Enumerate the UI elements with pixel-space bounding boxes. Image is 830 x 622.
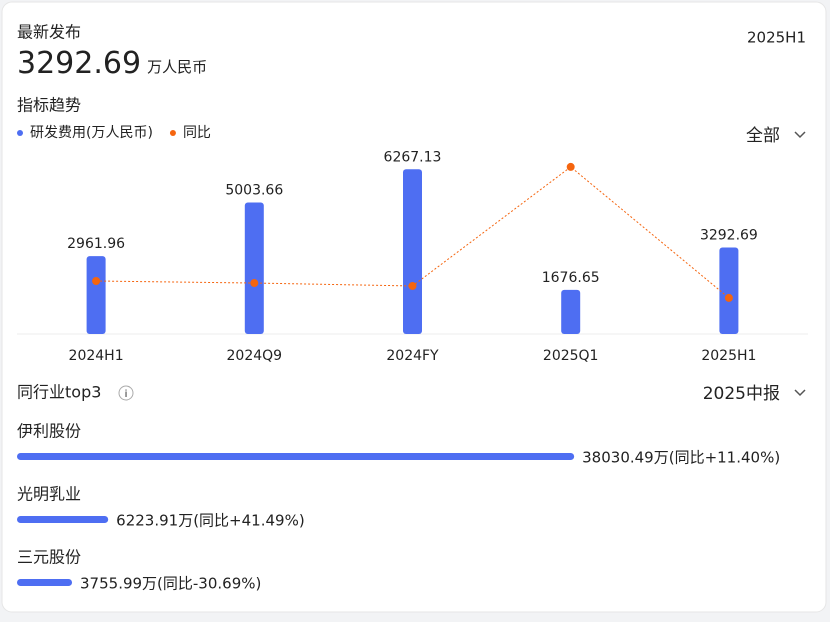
peers-title: 同行业top3 (17, 383, 101, 402)
line-point (724, 293, 733, 302)
legend-dot (169, 130, 176, 136)
peer-name: 三元股份 (17, 548, 81, 567)
line-point (566, 162, 575, 171)
peer-name: 光明乳业 (17, 485, 81, 504)
latest-unit: 万人民币 (147, 58, 207, 76)
section-title: 指标趋势 (17, 96, 81, 115)
latest-label: 最新发布 (17, 23, 81, 42)
peer-bar (17, 516, 109, 523)
info-icon[interactable] (118, 385, 134, 401)
info-icon-glyph: i (125, 389, 128, 400)
data-label: 2961.96 (67, 236, 125, 252)
bar (561, 289, 581, 334)
period: 2025H1 (747, 29, 806, 47)
legend-label: 研发费用(万人民币) (30, 125, 153, 141)
chevron[interactable] (794, 131, 806, 139)
peer-name: 伊利股份 (17, 422, 81, 441)
legend-dot (17, 130, 23, 136)
peer-value: 3755.99万(同比-30.69%) (80, 575, 261, 593)
peers-period[interactable]: 2025中报 (703, 384, 780, 404)
chevron[interactable] (794, 389, 806, 397)
peer-bar (17, 579, 73, 586)
bar (719, 247, 739, 334)
line-point (250, 279, 259, 288)
line-point (92, 277, 101, 286)
bar (244, 202, 264, 334)
latest-value: 3292.69 (17, 46, 141, 81)
peer-value: 38030.49万(同比+11.40%) (582, 449, 780, 467)
x-tick-label: 2025H1 (701, 348, 756, 364)
filter[interactable]: 全部 (746, 126, 780, 146)
legend-label: 同比 (183, 125, 211, 141)
x-tick-label: 2025Q1 (543, 348, 599, 364)
peer-value: 6223.91万(同比+41.49%) (116, 512, 305, 530)
line-point (408, 281, 417, 290)
bar (86, 256, 106, 334)
x-tick-label: 2024FY (386, 348, 439, 364)
data-label: 6267.13 (384, 149, 442, 165)
latest-value-line: 3292.69 万人民币 (17, 46, 207, 81)
peer-bar (17, 453, 575, 460)
x-tick-label: 2024Q9 (227, 348, 283, 364)
x-tick-label: 2024H1 (69, 348, 124, 364)
data-label: 5003.66 (225, 182, 283, 198)
bar (403, 169, 422, 334)
data-label: 1676.65 (542, 270, 600, 286)
data-label: 3292.69 (700, 227, 758, 243)
